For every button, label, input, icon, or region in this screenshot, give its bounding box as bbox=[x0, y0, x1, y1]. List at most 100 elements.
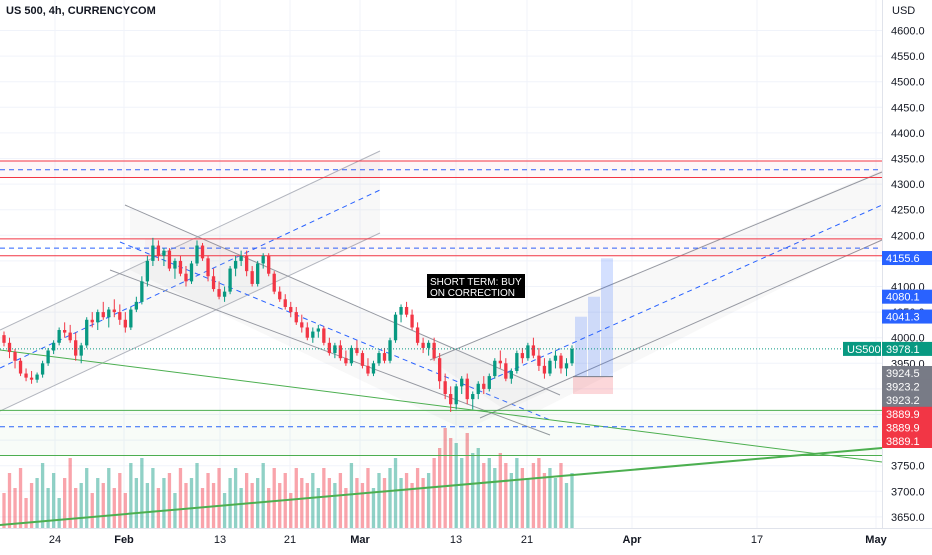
candle-body bbox=[509, 370, 513, 379]
channel-upper bbox=[0, 150, 381, 331]
price-label-bg bbox=[882, 309, 932, 324]
candle-body bbox=[90, 319, 94, 323]
price-label-text: 3889.1 bbox=[886, 436, 920, 448]
price-label: 4155.6 bbox=[882, 251, 932, 266]
volume-bar bbox=[40, 463, 45, 528]
volume-bar bbox=[531, 463, 536, 528]
volume-bar bbox=[244, 473, 249, 528]
volume-bar bbox=[460, 458, 464, 528]
candle-body bbox=[7, 342, 12, 353]
y-tick-label: 4550.0 bbox=[891, 51, 925, 63]
volume-bar bbox=[129, 463, 133, 528]
candle-body bbox=[18, 360, 23, 374]
candle-body bbox=[377, 353, 381, 364]
currency-label: USD bbox=[892, 5, 916, 17]
price-label: 4041.3 bbox=[882, 309, 932, 324]
price-label-bg bbox=[882, 289, 932, 304]
candle-body bbox=[79, 345, 83, 356]
volume-bar bbox=[162, 478, 166, 528]
volume-bar bbox=[487, 458, 491, 528]
price-label: 3889.9 bbox=[882, 406, 932, 421]
candle-body bbox=[129, 309, 133, 328]
volume-bar bbox=[355, 478, 359, 528]
volume-bar bbox=[35, 478, 39, 528]
candles bbox=[2, 237, 574, 412]
candle-body bbox=[24, 373, 28, 378]
price-labels: 4155.6 4080.1 4041.3 3978.1 US500 3924.5 3923.… bbox=[843, 251, 932, 448]
candle-body bbox=[74, 340, 78, 356]
candle-body bbox=[322, 328, 326, 343]
candle-body bbox=[482, 383, 486, 389]
volume-bar bbox=[18, 468, 23, 528]
x-tick-label: 17 bbox=[751, 534, 763, 546]
volume-bar bbox=[399, 478, 403, 528]
candle-body bbox=[289, 306, 293, 313]
volume-bar bbox=[29, 483, 34, 528]
volume-bar bbox=[118, 473, 122, 528]
volume-bar bbox=[360, 483, 365, 528]
volume-bar bbox=[327, 478, 332, 528]
volume-bar bbox=[101, 483, 105, 528]
candle-body bbox=[564, 363, 569, 369]
volume-bar bbox=[57, 498, 61, 528]
candle-body bbox=[460, 378, 464, 387]
volume-bar bbox=[278, 483, 282, 528]
volume-bar bbox=[366, 468, 370, 528]
candle-body bbox=[305, 327, 309, 338]
candle-body bbox=[267, 255, 271, 274]
volume-bar bbox=[85, 468, 89, 528]
y-tick-label: 3700.0 bbox=[891, 486, 925, 498]
candle-body bbox=[471, 394, 475, 400]
x-tick-label: 13 bbox=[214, 534, 226, 546]
volume-bar bbox=[46, 488, 50, 528]
candle-body bbox=[366, 365, 370, 374]
falling-upper bbox=[124, 204, 561, 396]
x-tick-label: Mar bbox=[350, 534, 370, 546]
x-tick-label: 13 bbox=[450, 534, 462, 546]
volume-bar bbox=[509, 473, 513, 528]
price-label: 3889.9 bbox=[882, 420, 932, 435]
volume-bar bbox=[79, 483, 83, 528]
price-label: 3924.5 bbox=[882, 366, 932, 380]
candle-body bbox=[63, 330, 67, 333]
volume-bar bbox=[151, 468, 155, 528]
candle-body bbox=[272, 273, 276, 292]
x-tick-label: 24 bbox=[49, 534, 61, 546]
candle-body bbox=[437, 358, 442, 382]
volume-bar bbox=[140, 458, 144, 528]
candle-body bbox=[35, 374, 39, 380]
volume-bars bbox=[2, 428, 574, 528]
price-label-bg bbox=[882, 366, 932, 380]
candle-body bbox=[294, 312, 298, 323]
price-label: 3923.2 bbox=[882, 393, 932, 408]
rising-upper bbox=[429, 171, 883, 361]
x-tick-label: May bbox=[865, 534, 887, 546]
price-label-bg bbox=[882, 251, 932, 266]
volume-bar bbox=[90, 493, 94, 528]
volume-bar bbox=[371, 488, 376, 528]
price-label-bg bbox=[882, 341, 932, 356]
volume-bar bbox=[96, 478, 100, 528]
candle-body bbox=[156, 245, 161, 256]
volume-bar bbox=[294, 468, 298, 528]
volume-bar bbox=[134, 478, 139, 528]
candle-body bbox=[432, 342, 436, 359]
volume-bar bbox=[107, 468, 111, 528]
volume-bar bbox=[344, 488, 348, 528]
y-tick-label: 4600.0 bbox=[891, 26, 925, 38]
candle-body bbox=[344, 358, 348, 364]
candle-body bbox=[449, 394, 453, 405]
volume-bar bbox=[526, 478, 530, 528]
volume-bar bbox=[404, 473, 409, 528]
support-line bbox=[0, 447, 883, 526]
annotation-text: ON CORRECTION bbox=[430, 288, 515, 299]
volume-bar bbox=[272, 468, 276, 528]
candle-body bbox=[162, 250, 166, 256]
price-label: 3923.2 bbox=[882, 379, 932, 394]
candle-body bbox=[2, 335, 6, 343]
volume-bar bbox=[250, 483, 254, 528]
volume-bar bbox=[426, 473, 431, 528]
volume-bar bbox=[520, 468, 525, 528]
volume-bar bbox=[112, 488, 116, 528]
